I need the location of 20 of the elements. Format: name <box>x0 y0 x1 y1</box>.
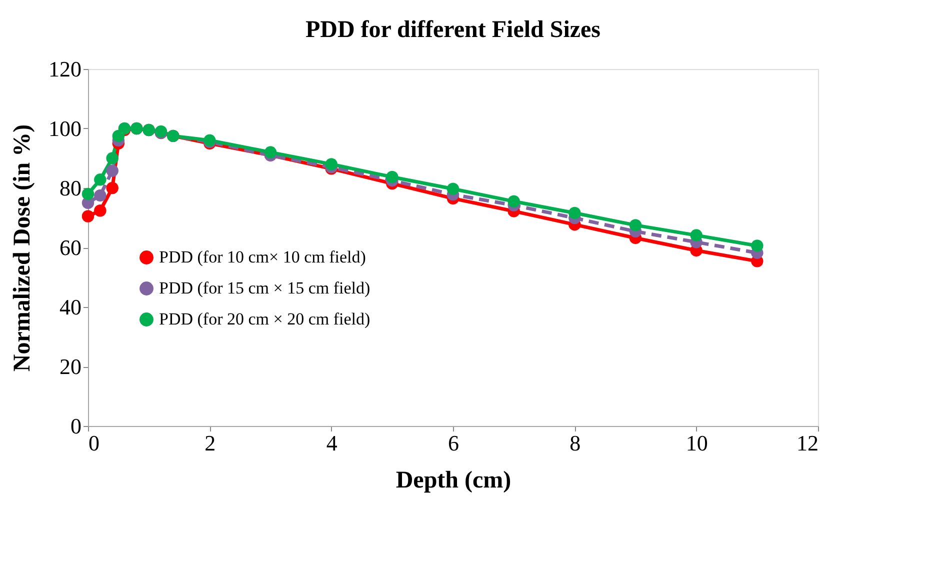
y-tick-label: 60 <box>60 235 82 260</box>
y-tick-label: 20 <box>60 354 82 379</box>
legend-label: PDD (for 10 cm× 10 cm field) <box>159 248 366 266</box>
x-tick-label: 4 <box>326 430 338 456</box>
chart-title: PDD for different Field Sizes <box>305 17 601 43</box>
x-tick-label: 8 <box>570 430 581 456</box>
x-tick-label: 6 <box>448 430 459 456</box>
y-tick-label: 0 <box>70 414 82 438</box>
x-tick-label: 10 <box>686 430 708 456</box>
legend-label: PDD (for 15 cm × 15 cm field) <box>159 278 370 298</box>
x-tick-label: 12 <box>796 430 818 456</box>
x-tick-label: 0 <box>88 430 100 456</box>
y-tick-label: 40 <box>60 294 82 320</box>
x-tick-label: 2 <box>204 430 216 456</box>
y-axis-title: Normalized Dose (in %) <box>10 124 36 372</box>
y-tick-label: 120 <box>48 56 82 82</box>
y-tick-label: 100 <box>48 116 82 141</box>
x-axis-title: Depth (cm) <box>396 468 512 494</box>
legend-label: PDD (for 20 cm × 20 cm field) <box>159 310 370 328</box>
y-tick-label: 80 <box>60 176 82 200</box>
